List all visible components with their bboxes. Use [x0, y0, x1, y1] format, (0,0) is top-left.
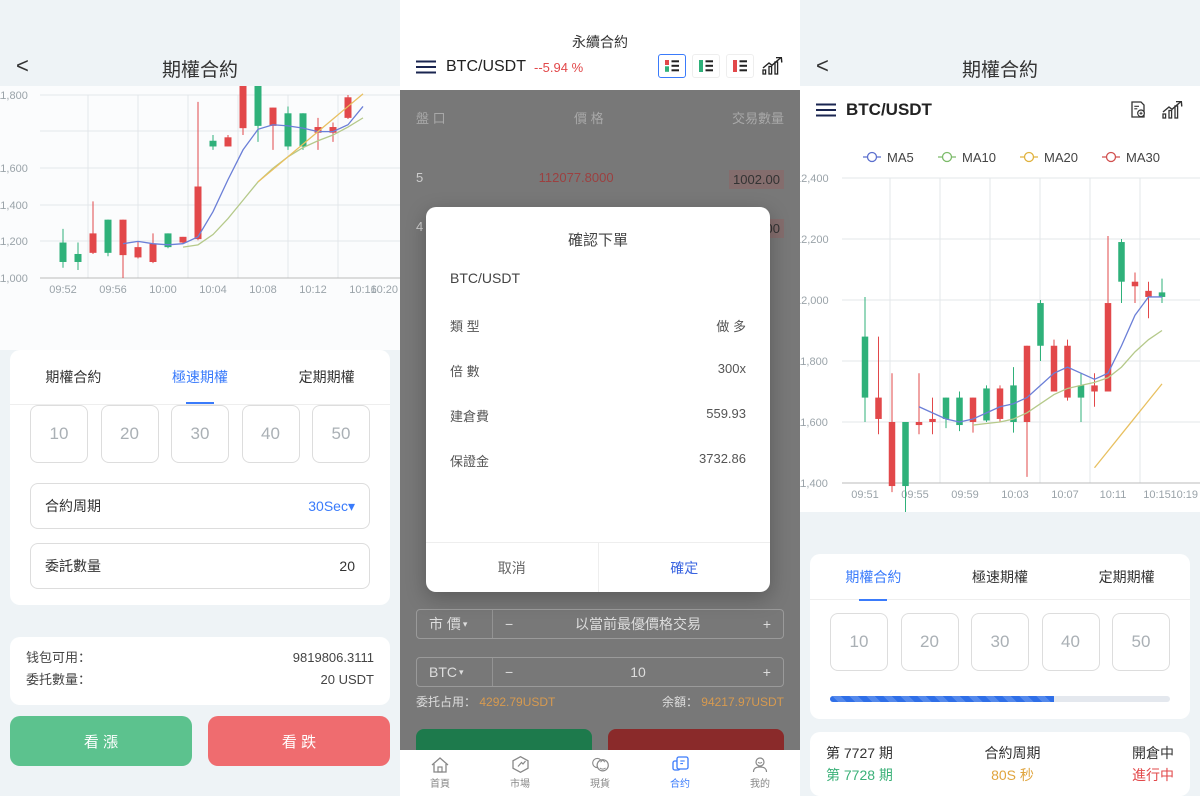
- svg-text:10:03: 10:03: [1001, 489, 1029, 501]
- svg-text:10:19: 10:19: [1170, 489, 1198, 501]
- svg-text:11,800: 11,800: [0, 90, 28, 102]
- svg-text:11,600: 11,600: [800, 417, 828, 429]
- svg-text:12,400: 12,400: [800, 173, 829, 185]
- svg-text:11,000: 11,000: [0, 273, 28, 285]
- svg-text:09:52: 09:52: [49, 284, 77, 296]
- svg-text:MA10: MA10: [962, 150, 996, 165]
- svg-text:10:11: 10:11: [1100, 489, 1127, 501]
- svg-text:10:20: 10:20: [370, 284, 398, 296]
- svg-text:09:56: 09:56: [99, 284, 127, 296]
- svg-text:10:15: 10:15: [1143, 489, 1171, 501]
- svg-text:10:12: 10:12: [299, 284, 327, 296]
- svg-text:MA20: MA20: [1044, 150, 1078, 165]
- svg-text:MA30: MA30: [1126, 150, 1160, 165]
- svg-text:10:08: 10:08: [249, 284, 277, 296]
- svg-text:12,000: 12,000: [800, 295, 829, 307]
- svg-text:MA5: MA5: [887, 150, 914, 165]
- svg-text:11,200: 11,200: [0, 236, 28, 248]
- svg-text:10:07: 10:07: [1051, 489, 1079, 501]
- svg-text:10:04: 10:04: [199, 284, 227, 296]
- svg-text:09:59: 09:59: [951, 489, 979, 501]
- svg-text:11,400: 11,400: [800, 478, 828, 490]
- svg-text:11,600: 11,600: [0, 163, 28, 175]
- svg-text:09:51: 09:51: [851, 489, 879, 501]
- svg-text:10:00: 10:00: [149, 284, 177, 296]
- svg-text:11,800: 11,800: [800, 356, 828, 368]
- svg-text:11,400: 11,400: [0, 200, 28, 212]
- svg-text:12,200: 12,200: [800, 234, 829, 246]
